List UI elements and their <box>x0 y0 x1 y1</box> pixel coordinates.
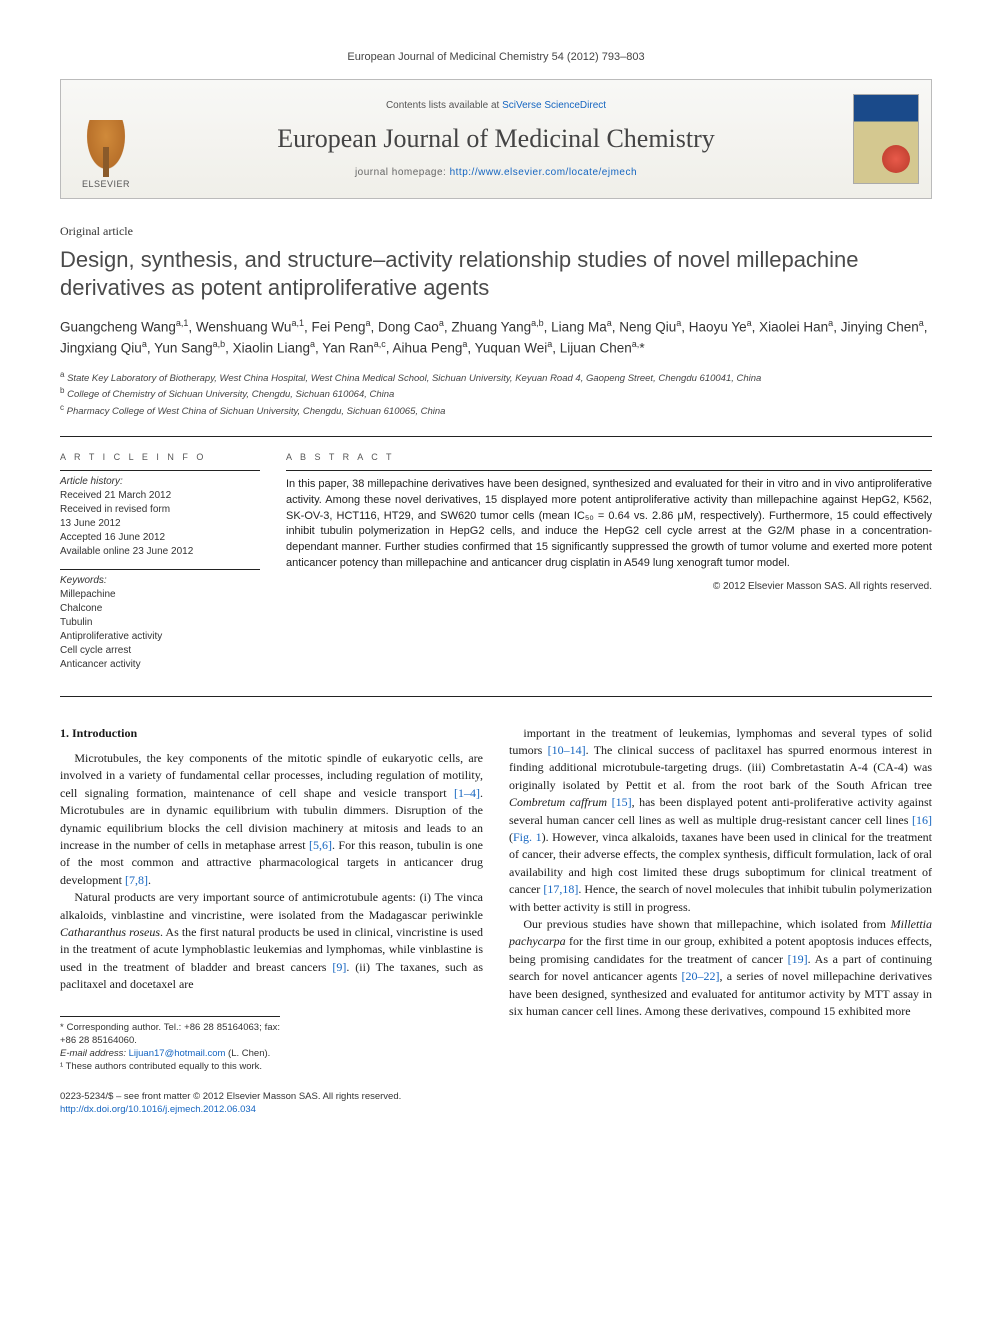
running-header: European Journal of Medicinal Chemistry … <box>60 50 932 65</box>
homepage-line: journal homepage: http://www.elsevier.co… <box>151 166 841 180</box>
journal-banner: ELSEVIER Contents lists available at Sci… <box>60 79 932 199</box>
ref-link[interactable]: [15] <box>612 795 632 809</box>
article-type: Original article <box>60 223 932 240</box>
rule-top <box>60 436 932 437</box>
sciencedirect-link[interactable]: SciVerse ScienceDirect <box>502 100 606 111</box>
history-label: Article history: <box>60 475 260 489</box>
section-heading: 1. Introduction <box>60 725 483 742</box>
keyword: Millepachine <box>60 588 260 602</box>
author-list: Guangcheng Wanga,1, Wenshuang Wua,1, Fei… <box>60 317 932 359</box>
affiliations: a State Key Laboratory of Biotherapy, We… <box>60 369 932 418</box>
contents-line: Contents lists available at SciVerse Sci… <box>151 99 841 113</box>
ref-link[interactable]: [19] <box>788 952 808 966</box>
meta-abstract-row: A R T I C L E I N F O Article history: R… <box>60 451 932 682</box>
publisher-label: ELSEVIER <box>82 178 130 191</box>
journal-name: European Journal of Medicinal Chemistry <box>151 121 841 157</box>
section-number: 1. <box>60 726 69 740</box>
ref-link[interactable]: [7,8] <box>125 873 148 887</box>
rule-bottom <box>60 696 932 697</box>
page: European Journal of Medicinal Chemistry … <box>0 0 992 1156</box>
history-line: Received in revised form <box>60 503 260 517</box>
ref-link[interactable]: [16] <box>912 813 932 827</box>
abstract-text: In this paper, 38 millepachine derivativ… <box>286 470 932 573</box>
keyword: Chalcone <box>60 602 260 616</box>
affiliation-line: c Pharmacy College of West China of Sich… <box>60 402 932 418</box>
front-matter-line: 0223-5234/$ – see front matter © 2012 El… <box>60 1090 401 1103</box>
history-line: Available online 23 June 2012 <box>60 545 260 559</box>
ref-link[interactable]: [17,18] <box>543 882 578 896</box>
body-paragraph: Microtubules, the key components of the … <box>60 750 483 889</box>
history-block: Article history: Received 21 March 2012R… <box>60 470 260 559</box>
footnotes: * Corresponding author. Tel.: +86 28 851… <box>60 1016 280 1074</box>
article-info-col: A R T I C L E I N F O Article history: R… <box>60 451 260 682</box>
homepage-link[interactable]: http://www.elsevier.com/locate/ejmech <box>450 167 637 178</box>
homepage-prefix: journal homepage: <box>355 167 450 178</box>
bottom-left: 0223-5234/$ – see front matter © 2012 El… <box>60 1090 401 1117</box>
abstract-col: A B S T R A C T In this paper, 38 millep… <box>286 451 932 682</box>
publisher-logo-block: ELSEVIER <box>61 80 151 198</box>
keyword: Tubulin <box>60 616 260 630</box>
section-title: Introduction <box>72 726 137 740</box>
body-paragraph: important in the treatment of leukemias,… <box>509 725 932 916</box>
keywords-label: Keywords: <box>60 574 260 588</box>
ref-link[interactable]: [20–22] <box>682 969 720 983</box>
keyword: Cell cycle arrest <box>60 644 260 658</box>
figure-link[interactable]: Fig. 1 <box>513 830 542 844</box>
contents-prefix: Contents lists available at <box>386 100 502 111</box>
ref-link[interactable]: [1–4] <box>454 786 480 800</box>
history-line: Accepted 16 June 2012 <box>60 531 260 545</box>
article-info-heading: A R T I C L E I N F O <box>60 451 260 464</box>
history-line: Received 21 March 2012 <box>60 489 260 503</box>
body-two-column: 1. Introduction Microtubules, the key co… <box>60 725 932 1074</box>
ref-link[interactable]: [10–14] <box>548 743 586 757</box>
email-link[interactable]: Lijuan17@hotmail.com <box>129 1048 226 1059</box>
banner-center: Contents lists available at SciVerse Sci… <box>151 80 841 198</box>
journal-cover-thumb <box>853 94 919 184</box>
email-suffix: (L. Chen). <box>225 1048 270 1059</box>
abstract-copyright: © 2012 Elsevier Masson SAS. All rights r… <box>286 580 932 594</box>
equal-contribution-note: ¹ These authors contributed equally to t… <box>60 1060 280 1073</box>
bottom-bar: 0223-5234/$ – see front matter © 2012 El… <box>60 1090 932 1117</box>
ref-link[interactable]: [9] <box>332 960 346 974</box>
doi-link[interactable]: http://dx.doi.org/10.1016/j.ejmech.2012.… <box>60 1104 256 1115</box>
keyword: Anticancer activity <box>60 658 260 672</box>
article-title: Design, synthesis, and structure–activit… <box>60 246 932 301</box>
corresponding-author-note: * Corresponding author. Tel.: +86 28 851… <box>60 1021 280 1048</box>
body-paragraph: Our previous studies have shown that mil… <box>509 916 932 1020</box>
affiliation-line: a State Key Laboratory of Biotherapy, We… <box>60 369 932 385</box>
keywords-block: Keywords: MillepachineChalconeTubulinAnt… <box>60 569 260 672</box>
affiliation-line: b College of Chemistry of Sichuan Univer… <box>60 385 932 401</box>
email-line: E-mail address: Lijuan17@hotmail.com (L.… <box>60 1047 280 1060</box>
keyword: Antiproliferative activity <box>60 630 260 644</box>
elsevier-tree-icon <box>84 120 128 174</box>
banner-cover-block <box>841 80 931 198</box>
ref-link[interactable]: [5,6] <box>309 838 332 852</box>
history-line: 13 June 2012 <box>60 517 260 531</box>
abstract-heading: A B S T R A C T <box>286 451 932 464</box>
email-label: E-mail address: <box>60 1048 129 1059</box>
body-paragraph: Natural products are very important sour… <box>60 889 483 993</box>
